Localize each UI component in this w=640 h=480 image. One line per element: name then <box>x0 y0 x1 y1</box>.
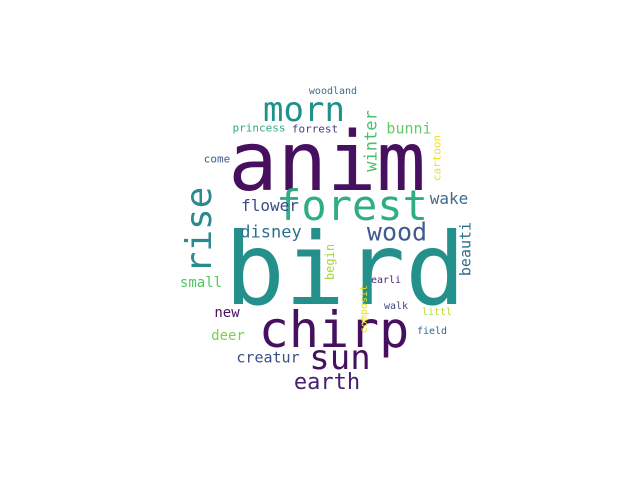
word-littl: littl <box>421 307 453 318</box>
word-wake: wake <box>429 189 469 208</box>
word-sun: sun <box>309 338 371 378</box>
word-anim: anim <box>228 115 426 210</box>
word-winter: winter <box>361 110 382 172</box>
word-earli: earli <box>370 275 402 286</box>
word-begin: begin <box>323 243 337 281</box>
word-chirp: chirp <box>258 301 410 359</box>
word-walk: walk <box>383 301 409 312</box>
word-bird: bird <box>224 211 466 328</box>
word-woodland: woodland <box>308 86 358 97</box>
word-creatur: creatur <box>236 348 300 367</box>
word-deer: deer <box>211 328 245 344</box>
word-bunni: bunni <box>386 119 432 138</box>
word-morn: morn <box>263 90 345 130</box>
word-princess: princess <box>232 121 286 135</box>
word-field: field <box>416 326 448 337</box>
word-come: come <box>203 152 231 166</box>
word-forest: forest <box>276 181 428 230</box>
word-small: small <box>179 275 223 291</box>
word-composit: composit <box>359 284 370 334</box>
word-disney: disney <box>240 222 302 243</box>
word-cartoon: cartoon <box>430 134 444 182</box>
word-earth: earth <box>293 370 361 395</box>
word-beauti: beauti <box>456 221 475 277</box>
word-wood: wood <box>366 217 428 247</box>
word-forrest: forrest <box>291 122 339 136</box>
word-flower: flower <box>241 196 299 215</box>
word-new: new <box>214 305 240 321</box>
word-rise: rise <box>179 186 220 274</box>
